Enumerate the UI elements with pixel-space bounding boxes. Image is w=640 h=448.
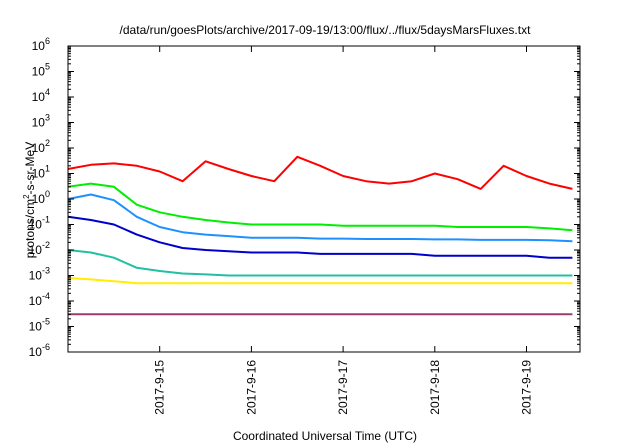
y-axis-label-exponent: 2 [22, 194, 31, 199]
y-axis-label: protons/cm2-s-sr-MeV [22, 142, 37, 258]
y-tick-label: 104 [32, 87, 50, 104]
plot-frame [67, 45, 581, 353]
y-tick-base: 10 [29, 269, 43, 283]
x-axis: 2017-9-15 2017-9-16 2017-9-17 2017-9-18 2017… [153, 46, 534, 415]
y-tick-exponent: 6 [45, 36, 50, 46]
y-tick-base: 10 [32, 167, 46, 181]
y-tick-exponent: 1 [45, 164, 50, 174]
series-2-line [67, 193, 573, 243]
series-layer [67, 155, 573, 316]
y-tick-base: 10 [29, 345, 43, 359]
y-tick-label: 10-4 [29, 291, 50, 308]
y-tick-exponent: -2 [42, 240, 50, 250]
y-tick-label: 103 [32, 113, 50, 130]
y-axis: 10-610-510-410-310-210-11001011021031041… [29, 36, 580, 359]
series-1-line [67, 182, 573, 232]
x-tick-label: 2017-9-19 [520, 360, 534, 415]
y-tick-label: 10-1 [29, 215, 50, 232]
y-tick-base: 10 [32, 90, 46, 104]
x-tick-label: 2017-9-15 [153, 360, 167, 415]
y-tick-base: 10 [32, 141, 46, 155]
y-tick-base: 10 [29, 218, 43, 232]
y-tick-label: 10-2 [29, 240, 50, 257]
y-tick-exponent: 4 [45, 87, 50, 97]
y-tick-base: 10 [32, 192, 46, 206]
series-3-line [67, 215, 573, 259]
y-tick-exponent: -5 [42, 317, 50, 327]
chart-title: /data/run/goesPlots/archive/2017-09-19/1… [120, 23, 532, 37]
x-tick-label: 2017-9-18 [428, 360, 442, 415]
y-tick-exponent: -4 [42, 291, 50, 301]
y-tick-exponent: -1 [42, 215, 50, 225]
x-tick-label: 2017-9-16 [244, 360, 258, 415]
x-axis-label: Coordinated Universal Time (UTC) [233, 429, 417, 443]
y-tick-label: 10-5 [29, 317, 50, 334]
x-tick-label: 2017-9-17 [336, 360, 350, 415]
y-tick-label: 106 [32, 36, 50, 53]
y-tick-label: 10-3 [29, 266, 50, 283]
y-axis-label-unit: protons/cm [23, 199, 37, 258]
y-tick-exponent: 5 [45, 62, 50, 72]
y-tick-exponent: 3 [45, 113, 50, 123]
y-tick-exponent: 2 [45, 138, 50, 148]
y-tick-base: 10 [32, 116, 46, 130]
y-tick-base: 10 [32, 39, 46, 53]
y-tick-exponent: 0 [45, 189, 50, 199]
y-tick-base: 10 [29, 320, 43, 334]
y-tick-base: 10 [29, 294, 43, 308]
y-tick-exponent: -3 [42, 266, 50, 276]
y-tick-label: 101 [32, 164, 50, 181]
y-tick-exponent: -6 [42, 342, 50, 352]
y-tick-label: 100 [32, 189, 50, 206]
series-4-line [67, 249, 573, 277]
y-tick-label: 105 [32, 62, 50, 79]
series-0-line [67, 155, 573, 190]
y-tick-base: 10 [32, 65, 46, 79]
y-tick-label: 10-6 [29, 342, 50, 359]
y-tick-label: 102 [32, 138, 50, 155]
y-axis-label-rest: -s-sr-MeV [23, 142, 37, 195]
series-5-line [67, 277, 573, 285]
y-tick-base: 10 [29, 243, 43, 257]
